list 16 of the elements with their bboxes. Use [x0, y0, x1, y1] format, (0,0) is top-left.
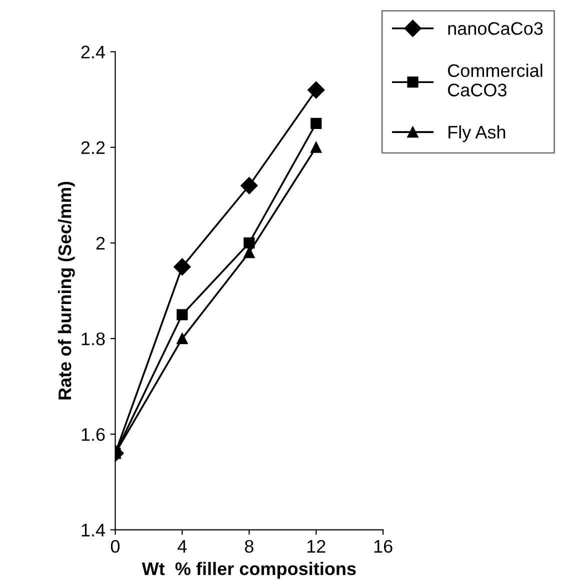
- y-tick-label: 2.2: [81, 141, 105, 154]
- y-tick-label: 1.4: [82, 524, 106, 536]
- x-tick-label: 0: [110, 540, 120, 553]
- legend-label: Fly Ash: [448, 125, 506, 142]
- x-tick-label: 12: [307, 540, 326, 553]
- y-tick-label: 1.8: [82, 332, 105, 346]
- legend-label: Commercial CaCO3: [448, 64, 542, 96]
- y-tick-label: 2: [96, 236, 105, 250]
- x-tick-label: 8: [244, 540, 254, 553]
- y-tick-label: 1.6: [82, 428, 105, 441]
- y-tick-label: 2.4: [81, 46, 106, 58]
- x-tick-label: 16: [374, 540, 392, 553]
- x-tick-label: 4: [178, 540, 187, 553]
- x-axis-title: Wt % filler compositions: [142, 562, 356, 579]
- legend-label: nanoCaCo3: [448, 22, 543, 35]
- y-axis-title: Rate of burning (Sec/mm): [58, 182, 75, 400]
